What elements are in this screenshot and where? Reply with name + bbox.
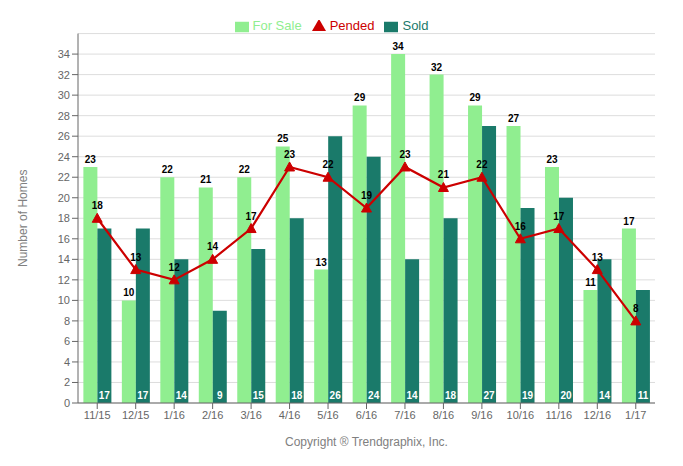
svg-text:3/16: 3/16: [240, 409, 261, 421]
svg-text:20: 20: [58, 192, 70, 204]
svg-text:9: 9: [217, 390, 223, 401]
svg-text:24: 24: [58, 151, 70, 163]
html-text:Pended: Pended: [329, 18, 375, 33]
svg-text:9/16: 9/16: [471, 409, 492, 421]
svg-text:23: 23: [399, 149, 411, 160]
svg-text:14: 14: [207, 241, 219, 252]
svg-text:11: 11: [638, 390, 649, 401]
html-text:Sold: Sold: [402, 18, 429, 33]
svg-text:17: 17: [553, 211, 565, 222]
svg-text:10/16: 10/16: [507, 409, 535, 421]
svg-text:25: 25: [277, 133, 289, 144]
svg-text:18: 18: [92, 200, 104, 211]
svg-text:18: 18: [291, 390, 303, 401]
svg-text:17: 17: [99, 390, 111, 401]
svg-text:17: 17: [137, 390, 149, 401]
svg-text:22: 22: [162, 164, 174, 175]
svg-text:20: 20: [560, 390, 572, 401]
svg-text:4: 4: [64, 356, 70, 368]
svg-text:12/15: 12/15: [122, 409, 150, 421]
svg-text:23: 23: [85, 154, 97, 165]
svg-text:14: 14: [599, 390, 611, 401]
svg-text:Copyright ® Trendgraphix, Inc.: Copyright ® Trendgraphix, Inc.: [285, 435, 448, 449]
svg-text:26: 26: [58, 130, 70, 142]
svg-text:26: 26: [330, 390, 342, 401]
svg-text:27: 27: [508, 113, 520, 124]
svg-text:11/16: 11/16: [545, 409, 572, 421]
svg-text:12/16: 12/16: [584, 409, 612, 421]
svg-text:14: 14: [176, 390, 188, 401]
svg-text:32: 32: [58, 69, 70, 81]
svg-text:32: 32: [431, 62, 443, 73]
svg-text:28: 28: [58, 110, 70, 122]
svg-text:11/15: 11/15: [84, 409, 111, 421]
svg-text:21: 21: [200, 174, 212, 185]
svg-text:6/16: 6/16: [356, 409, 377, 421]
svg-text:16: 16: [58, 233, 70, 245]
svg-text:1/17: 1/17: [625, 409, 646, 421]
svg-text:16: 16: [515, 221, 527, 232]
svg-text:30: 30: [58, 89, 70, 101]
svg-text:17: 17: [246, 211, 258, 222]
svg-text:22: 22: [58, 171, 70, 183]
svg-text:22: 22: [239, 164, 251, 175]
svg-text:22: 22: [322, 159, 334, 170]
svg-text:34: 34: [393, 41, 405, 52]
svg-text:Number of Homes: Number of Homes: [16, 170, 30, 267]
svg-text:14: 14: [407, 390, 419, 401]
svg-text:2/16: 2/16: [202, 409, 223, 421]
svg-text:11: 11: [585, 277, 596, 288]
svg-text:22: 22: [476, 159, 488, 170]
svg-text:14: 14: [58, 253, 70, 265]
svg-text:15: 15: [253, 390, 265, 401]
svg-text:24: 24: [368, 390, 380, 401]
svg-text:2: 2: [64, 376, 70, 388]
svg-text:8/16: 8/16: [433, 409, 454, 421]
svg-text:29: 29: [354, 92, 366, 103]
svg-text:18: 18: [445, 390, 457, 401]
svg-text:13: 13: [592, 252, 604, 263]
svg-text:34: 34: [58, 48, 70, 60]
svg-text:5/16: 5/16: [317, 409, 338, 421]
svg-text:4/16: 4/16: [279, 409, 300, 421]
svg-text:23: 23: [284, 149, 296, 160]
svg-text:12: 12: [58, 274, 70, 286]
svg-text:7/16: 7/16: [394, 409, 415, 421]
svg-text:10: 10: [123, 287, 135, 298]
svg-text:1/16: 1/16: [163, 409, 184, 421]
svg-text:12: 12: [169, 262, 181, 273]
svg-text:0: 0: [64, 397, 70, 409]
svg-text:19: 19: [522, 390, 534, 401]
svg-text:13: 13: [316, 257, 328, 268]
svg-text:13: 13: [130, 252, 142, 263]
svg-text:29: 29: [469, 92, 481, 103]
svg-text:23: 23: [546, 154, 558, 165]
svg-text:10: 10: [58, 294, 70, 306]
svg-text:6: 6: [64, 335, 70, 347]
svg-text:19: 19: [361, 190, 373, 201]
svg-text:18: 18: [58, 212, 70, 224]
svg-text:8: 8: [633, 303, 639, 314]
svg-text:17: 17: [623, 216, 635, 227]
html-text:For Sale: For Sale: [252, 18, 302, 33]
svg-text:8: 8: [64, 315, 70, 327]
svg-text:21: 21: [438, 169, 450, 180]
svg-text:27: 27: [483, 390, 495, 401]
